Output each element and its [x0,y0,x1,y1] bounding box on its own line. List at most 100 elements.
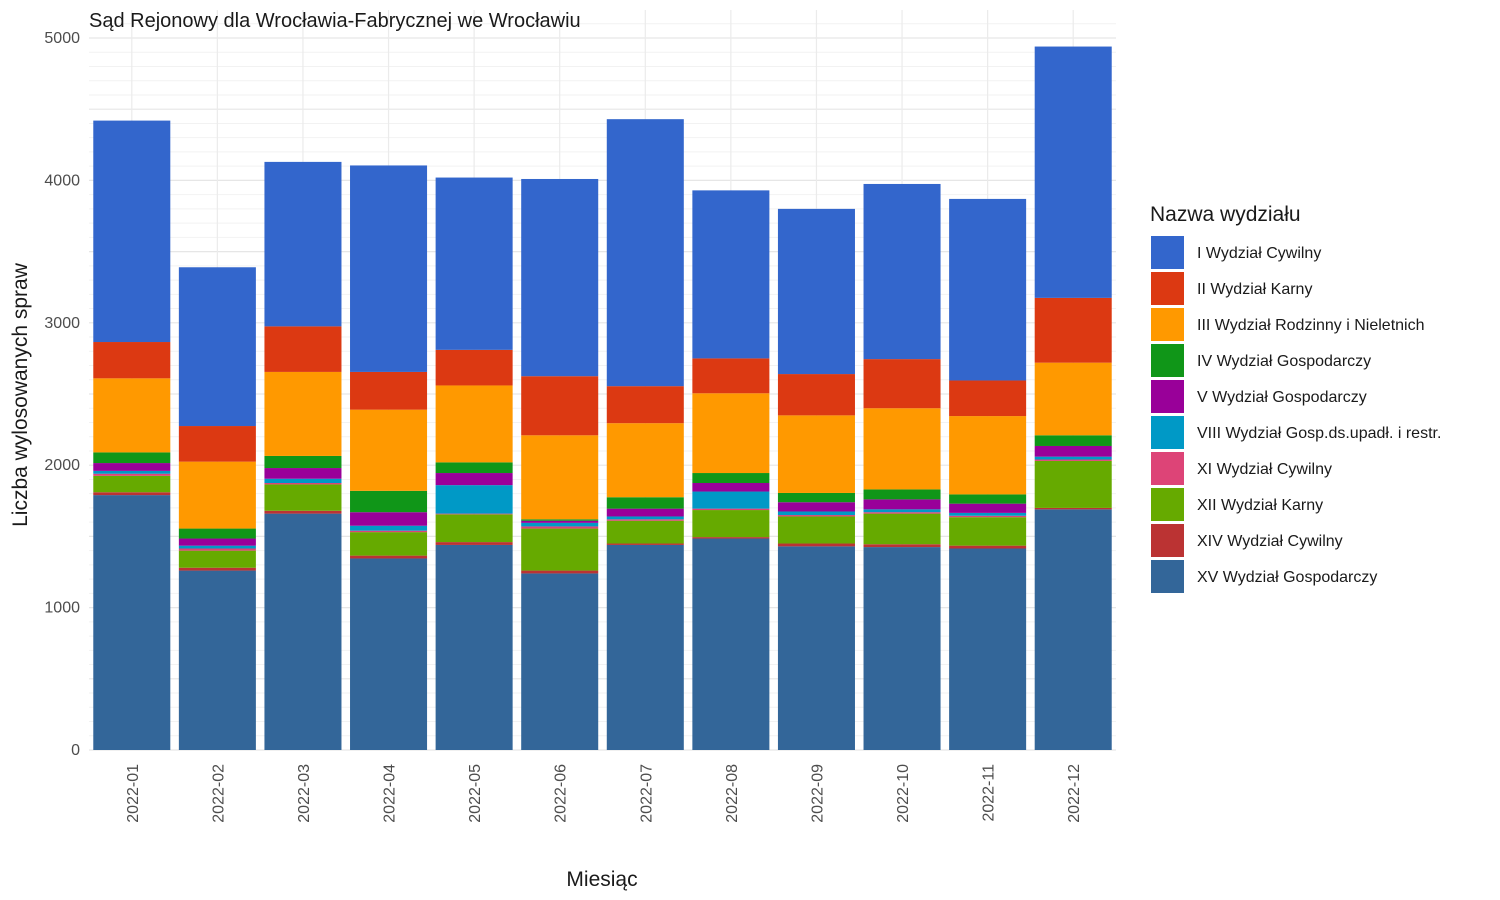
bar-segment [521,522,599,527]
bar-segment [178,567,256,571]
x-tick-labels: 2022-01 2022-02 2022-03 2022-04 2022-05 2022-… [125,764,1083,823]
legend-label: IV Wydział Gospodarczy [1197,353,1371,370]
y-tick-labels: 0 1000 2000 3000 4000 5000 [44,30,80,759]
bar-segment [93,470,171,474]
bar-segment [606,520,684,544]
x-tick-label: 2022-05 [467,764,484,823]
bar-segment [521,376,599,436]
x-tick-label: 2022-03 [296,764,313,823]
bar-segment [777,516,855,544]
bar-segment [435,349,513,386]
bar-segment [178,461,256,529]
y-tick-label: 5000 [44,30,80,47]
bar-segment [949,512,1027,516]
bar-segment [1034,507,1112,510]
bar-segment [521,519,599,521]
bar-segment [1034,445,1112,457]
bar-segment [350,532,428,556]
bar-segment [606,543,684,545]
bar-segment [692,190,770,359]
bar-segment [178,545,256,549]
legend-label: XV Wydział Gospodarczy [1197,569,1377,586]
legend-label: I Wydział Cywilny [1197,245,1321,262]
legend: Nazwa wydziału I Wydział Cywilny II Wydzi… [1150,203,1441,593]
bar-segment [863,513,941,545]
bar-segment [350,371,428,410]
y-tick-label: 2000 [44,457,80,474]
bar-segment [692,508,770,511]
legend-swatch [1151,308,1184,341]
chart-title: Sąd Rejonowy dla Wrocławia-Fabrycznej we… [89,10,581,32]
bar-segment [178,528,256,539]
legend-title: Nazwa wydziału [1150,203,1301,226]
legend-label: V Wydział Gospodarczy [1197,389,1367,406]
legend-swatch [1151,236,1184,269]
bar-segment [863,547,941,750]
bar-segment [264,483,342,485]
x-tick-label: 2022-04 [382,764,399,823]
bar-segment [949,503,1027,513]
bar-segment [1034,435,1112,446]
bar-segment [435,462,513,474]
bar-segment [435,385,513,463]
bar-segment [93,463,171,471]
bar-segment [949,380,1027,417]
bar-segment [692,358,770,394]
x-tick-label: 2022-07 [638,764,655,823]
bar-segment [606,544,684,750]
bar-segment [692,483,770,492]
bar-segment [949,515,1027,518]
bar-segment [350,409,428,491]
bar-segment [1034,297,1112,363]
bar-segment [863,509,941,513]
y-tick-label: 3000 [44,315,80,332]
bar-segment [93,120,171,343]
bar-segment [435,485,513,514]
bar-segment [692,393,770,474]
bar-segment [777,511,855,516]
bar-segment [435,513,513,515]
bar-segment [93,473,171,476]
legend-swatch [1151,344,1184,377]
bar-segment [777,502,855,512]
bar-segment [178,426,256,462]
legend-label: VIII Wydział Gosp.ds.upadł. i restr. [1197,425,1441,442]
bar-segment [606,519,684,521]
x-tick-label: 2022-06 [553,764,570,823]
bar-segment [1034,460,1112,508]
x-tick-label: 2022-09 [809,764,826,823]
bar-segment [521,520,599,523]
bar-segment [521,435,599,520]
bar-segment [949,517,1027,546]
bar-segment [1034,362,1112,436]
bar-segment [521,573,599,750]
bars [93,46,1112,750]
legend-swatch [1151,524,1184,557]
bar-segment [178,570,256,750]
x-tick-label: 2022-02 [210,764,227,823]
bar-segment [350,165,428,372]
legend-swatch [1151,416,1184,449]
bar-segment [863,489,941,500]
bar-segment [692,491,770,509]
bar-segment [264,484,342,511]
bar-segment [264,510,342,514]
grid [89,10,1116,751]
y-axis-title: Liczba wylosowanych spraw [9,262,32,527]
bar-segment [435,544,513,750]
bar-segment [264,478,342,483]
bar-segment [777,546,855,750]
y-tick-label: 4000 [44,172,80,189]
bar-segment [521,570,599,574]
bar-segment [350,558,428,750]
x-tick-label: 2022-08 [724,764,741,823]
x-tick-label: 2022-10 [895,764,912,823]
y-tick-label: 1000 [44,600,80,617]
bar-segment [435,542,513,545]
bar-segment [93,495,171,750]
bar-segment [178,550,256,568]
y-tick-label: 0 [71,742,80,759]
bar-segment [949,545,1027,549]
legend-swatch [1151,272,1184,305]
